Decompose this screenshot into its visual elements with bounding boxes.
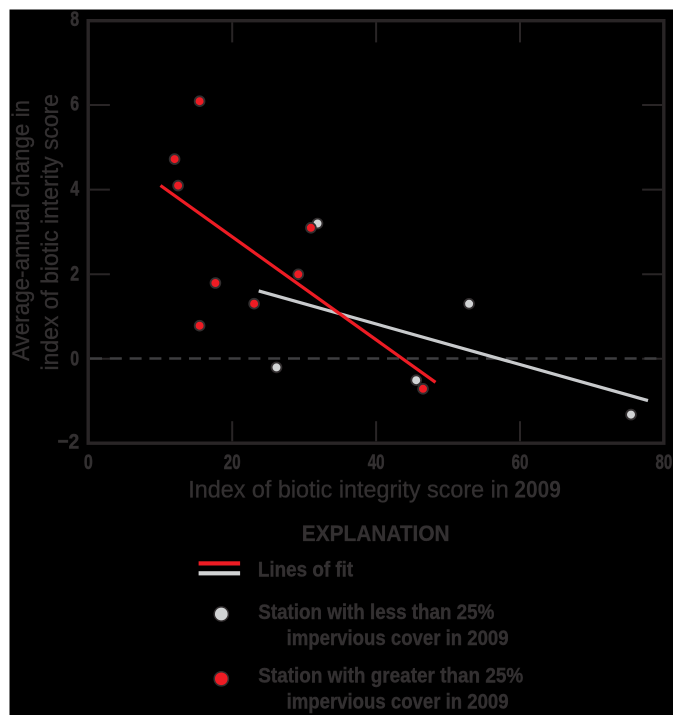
svg-text:Station with greater than 25%: Station with greater than 25% — [258, 665, 523, 688]
svg-text:0: 0 — [70, 346, 79, 370]
svg-text:20: 20 — [224, 450, 241, 474]
svg-text:index of biotic interity score: index of biotic interity score — [37, 94, 64, 371]
svg-text:Average-annual change in: Average-annual change in — [8, 100, 35, 361]
svg-text:impervious cover in 2009: impervious cover in 2009 — [287, 690, 509, 713]
svg-text:EXPLANATION: EXPLANATION — [302, 521, 450, 546]
svg-text:impervious cover in 2009: impervious cover in 2009 — [287, 627, 509, 650]
svg-text:0: 0 — [84, 450, 93, 474]
svg-text:8: 8 — [70, 7, 79, 31]
svg-text:−2: −2 — [58, 430, 80, 454]
svg-text:4: 4 — [70, 176, 79, 200]
svg-text:Index of biotic integrity scor: Index of biotic integrity score in — [188, 476, 509, 503]
svg-text:6: 6 — [70, 92, 79, 116]
svg-text:Station with less than 25%: Station with less than 25% — [258, 601, 494, 624]
svg-text:40: 40 — [368, 450, 385, 474]
svg-text:80: 80 — [656, 450, 673, 474]
svg-text:2: 2 — [70, 261, 79, 285]
svg-text:2009: 2009 — [514, 476, 561, 503]
svg-text:60: 60 — [512, 450, 529, 474]
svg-text:Lines of fit: Lines of fit — [258, 558, 353, 581]
